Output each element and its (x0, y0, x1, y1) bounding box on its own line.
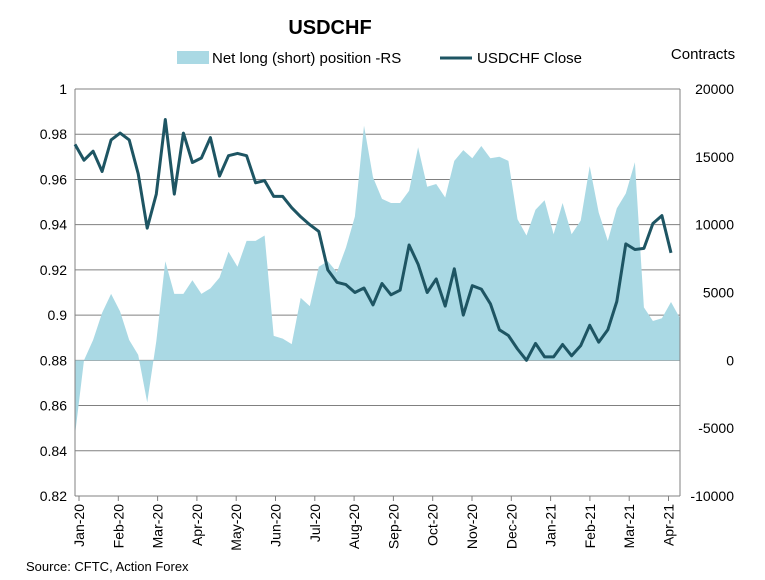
x-tick-label: Oct-20 (425, 504, 441, 546)
x-tick-label: Apr-21 (661, 504, 677, 546)
x-tick-label: Feb-21 (582, 504, 598, 549)
chart-title: USDCHF (288, 17, 371, 39)
x-tick-label: Feb-20 (110, 504, 126, 549)
y-right-tick-label: 0 (726, 352, 734, 368)
source-note: Source: CFTC, Action Forex (26, 559, 189, 574)
x-tick-label: Apr-20 (189, 504, 205, 546)
y-right-tick-label: -5000 (698, 420, 734, 436)
net-position-area (75, 125, 680, 435)
x-tick-label: May-20 (228, 504, 244, 551)
y-right-tick-label: -10000 (690, 488, 734, 504)
y-right-tick-label: 10000 (695, 217, 734, 233)
legend: Net long (short) position -RS USDCHF Clo… (177, 50, 582, 67)
usdchf-close-line (73, 118, 673, 362)
y-left-tick-label: 0.98 (40, 126, 67, 142)
x-tick-label: Jan-21 (543, 504, 559, 547)
y-left-tick-label: 0.96 (40, 171, 67, 187)
y-left-tick-label: 0.9 (48, 307, 68, 323)
x-tick-label: Jan-20 (71, 504, 87, 547)
y-right-tick-label: 5000 (703, 285, 734, 301)
x-tick-label: Mar-21 (621, 504, 637, 549)
y-left-tick-label: 0.92 (40, 262, 67, 278)
y-right-tick-label: 20000 (695, 81, 734, 97)
y-left-tick-label: 0.82 (40, 488, 67, 504)
x-tick-label: Dec-20 (503, 504, 519, 549)
x-tick-label: Aug-20 (346, 504, 362, 549)
y-left-tick-label: 0.84 (40, 443, 67, 459)
legend-swatch-area (177, 51, 209, 64)
y-right-tick-label: 15000 (695, 149, 734, 165)
x-tick-label: Jul-20 (307, 504, 323, 542)
x-tick-label: Sep-20 (385, 504, 401, 549)
y-left-tick-label: 0.88 (40, 352, 67, 368)
plot-area: 0.82 0.84 0.86 0.88 0.9 0.92 0.94 0.96 0.98 1 -100… (40, 81, 734, 551)
x-tick-label: Mar-20 (150, 504, 166, 549)
x-tick-label: Jun-20 (268, 504, 284, 547)
right-axis-unit-label: Contracts (671, 46, 735, 63)
x-tick-label: Nov-20 (464, 504, 480, 549)
legend-label-area: Net long (short) position -RS (212, 50, 401, 67)
y-left-tick-label: 0.94 (40, 217, 67, 233)
legend-label-line: USDCHF Close (477, 50, 582, 67)
y-left-tick-label: 1 (59, 81, 67, 97)
y-left-tick-label: 0.86 (40, 398, 67, 414)
